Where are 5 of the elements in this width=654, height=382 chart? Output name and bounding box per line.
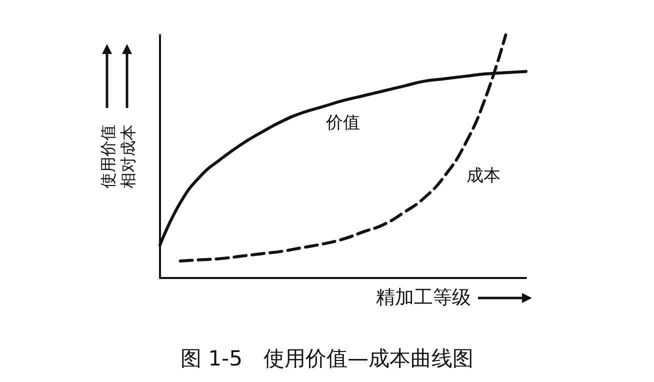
text: 图 1-5 使用价值—成本曲线图 xyxy=(180,346,474,370)
series-label: 成本 xyxy=(466,166,501,186)
series-label: 价值 xyxy=(325,113,360,134)
x-axis-title: 精加工等级 xyxy=(376,286,471,308)
y-axis-title: 使用价值相对成本 xyxy=(98,124,138,188)
